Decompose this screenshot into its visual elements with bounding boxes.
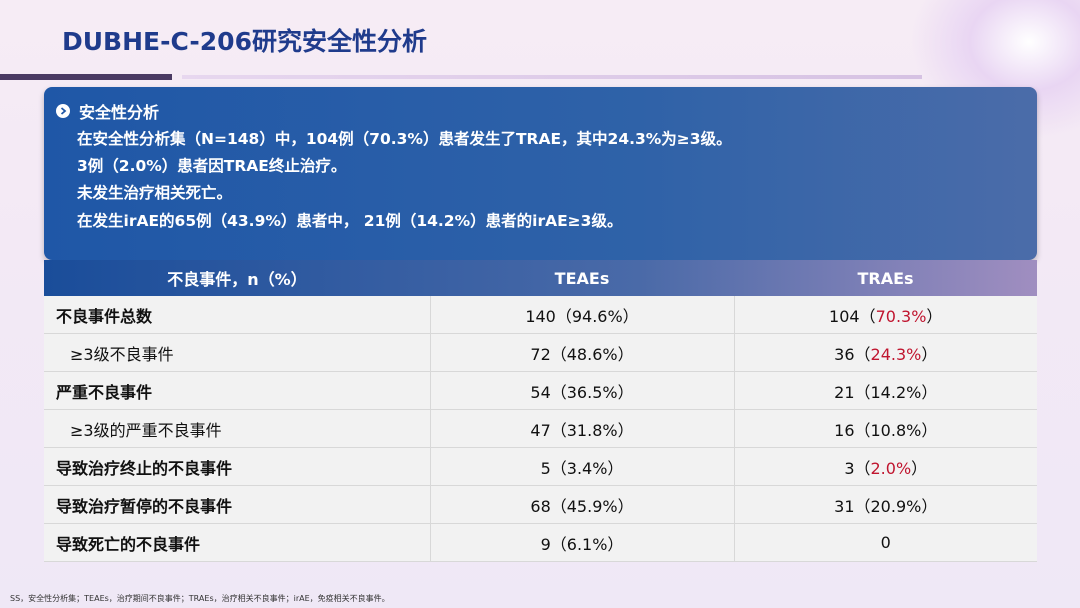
- footnote: SS，安全性分析集；TEAEs，治疗期间不良事件；TRAEs，治疗相关不良事件；…: [10, 594, 390, 603]
- column-header-traes: TRAEs: [857, 268, 914, 288]
- adverse-events-table: 不良事件，n（%） TEAEs TRAEs 不良事件总数 140（94.6%） …: [44, 260, 1037, 562]
- row-label: 不良事件总数: [44, 296, 430, 334]
- teae-cell: 54（36.5%）: [429, 371, 734, 410]
- teae-cell: 5（3.4%）: [429, 447, 734, 486]
- summary-heading-text: 安全性分析: [79, 103, 160, 122]
- trae-cell: 0: [733, 523, 1037, 562]
- table-row: 严重不良事件 54（36.5%） 21（14.2%）: [44, 371, 1037, 410]
- table-row: 导致治疗终止的不良事件 5（3.4%） 3（2.0%）: [44, 447, 1037, 486]
- circle-chevron-right-icon: [56, 104, 70, 118]
- trae-highlight: 70.3%: [875, 306, 927, 326]
- trae-cell: 16（10.8%）: [733, 409, 1037, 448]
- teae-cell: 47（31.8%）: [429, 409, 734, 448]
- summary-line: 在发生irAE的65例（43.9%）患者中， 21例（14.2%）患者的irAE…: [77, 212, 623, 230]
- summary-line: 未发生治疗相关死亡。: [77, 184, 233, 202]
- row-label: ≥3级不良事件: [44, 333, 430, 372]
- trae-value: 36（: [834, 344, 871, 364]
- trae-value: 0: [880, 533, 891, 552]
- teae-cell: 9（6.1%）: [429, 523, 734, 562]
- trae-value: 16（10.8%）: [834, 420, 938, 440]
- title-divider-light: [182, 75, 922, 79]
- summary-line: 在安全性分析集（N=148）中，104例（70.3%）患者发生了TRAE，其中2…: [77, 130, 732, 148]
- column-header-teaes: TEAEs: [554, 268, 610, 288]
- teae-cell: 68（45.9%）: [429, 485, 734, 524]
- trae-cell: 31（20.9%）: [733, 485, 1037, 524]
- table-row: 不良事件总数 140（94.6%） 104（70.3%）: [44, 296, 1037, 334]
- trae-cell: 21（14.2%）: [733, 371, 1037, 410]
- column-header-event: 不良事件，n（%）: [167, 270, 307, 289]
- table-row: ≥3级的严重不良事件 47（31.8%） 16（10.8%）: [44, 409, 1037, 448]
- row-label: 导致治疗终止的不良事件: [44, 447, 430, 486]
- teae-cell: 140（94.6%）: [429, 296, 734, 334]
- table-header-row: 不良事件，n（%） TEAEs TRAEs: [44, 260, 1037, 296]
- trae-cell: 36（24.3%）: [733, 333, 1037, 372]
- trae-value: 21（14.2%）: [834, 382, 938, 402]
- trae-suffix: ）: [926, 306, 943, 326]
- title-divider-dark: [0, 74, 172, 80]
- table-row: ≥3级不良事件 72（48.6%） 36（24.3%）: [44, 333, 1037, 372]
- trae-cell: 104（70.3%）: [733, 296, 1037, 334]
- trae-value: 31（20.9%）: [834, 496, 938, 516]
- trae-value: 3（: [844, 458, 871, 478]
- page-title: DUBHE-C-206研究安全性分析: [62, 27, 427, 56]
- table-row: 导致治疗暂停的不良事件 68（45.9%） 31（20.9%）: [44, 485, 1037, 524]
- trae-highlight: 2.0%: [870, 458, 912, 478]
- summary-box: 安全性分析 在安全性分析集（N=148）中，104例（70.3%）患者发生了TR…: [44, 87, 1037, 260]
- trae-suffix: ）: [911, 458, 928, 478]
- summary-heading: 安全性分析: [56, 99, 159, 123]
- row-label: 导致死亡的不良事件: [44, 523, 430, 562]
- summary-line: 3例（2.0%）患者因TRAE终止治疗。: [77, 157, 347, 175]
- row-label: 严重不良事件: [44, 371, 430, 410]
- trae-value: 104（: [829, 306, 876, 326]
- teae-cell: 72（48.6%）: [429, 333, 734, 372]
- trae-suffix: ）: [921, 344, 938, 364]
- row-label: 导致治疗暂停的不良事件: [44, 485, 430, 524]
- trae-cell: 3（2.0%）: [733, 447, 1037, 486]
- table-row: 导致死亡的不良事件 9（6.1%） 0: [44, 523, 1037, 562]
- trae-highlight: 24.3%: [870, 344, 922, 364]
- row-label: ≥3级的严重不良事件: [44, 409, 430, 448]
